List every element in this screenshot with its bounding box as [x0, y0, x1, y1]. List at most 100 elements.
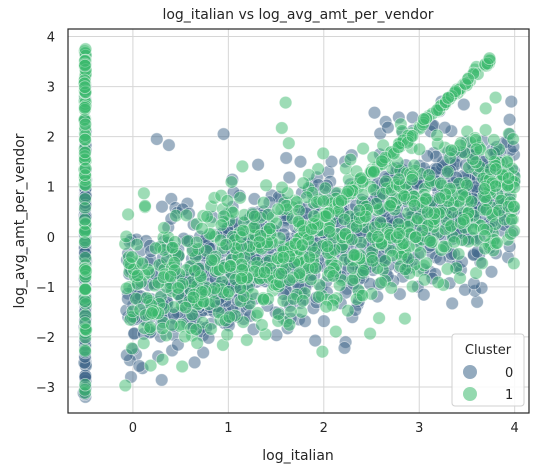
point-cluster-1 [417, 112, 431, 126]
point-cluster-1 [405, 279, 420, 294]
point-cluster-1 [316, 146, 330, 161]
point-cluster-1 [220, 194, 235, 208]
legend-label-1: 1 [505, 388, 513, 403]
point-cluster-1 [190, 336, 204, 350]
x-tick-label: 0 [129, 421, 137, 436]
point-cluster-1 [78, 201, 92, 215]
point-cluster-1 [441, 164, 455, 179]
point-cluster-1 [347, 248, 362, 262]
point-cluster-1 [304, 272, 318, 287]
y-tick-label: 1 [47, 181, 55, 196]
point-cluster-1 [456, 213, 471, 227]
point-cluster-1 [251, 306, 265, 320]
point-cluster-0 [445, 296, 459, 311]
point-cluster-1 [320, 239, 335, 254]
point-cluster-1 [121, 207, 135, 222]
point-cluster-1 [392, 172, 406, 186]
point-cluster-1 [278, 95, 293, 110]
point-cluster-1 [78, 145, 92, 160]
point-cluster-1 [171, 281, 185, 295]
point-cluster-1 [78, 117, 93, 132]
point-cluster-0 [317, 314, 331, 328]
point-cluster-1 [296, 294, 310, 308]
point-cluster-0 [504, 94, 519, 109]
point-cluster-1 [316, 194, 331, 208]
point-cluster-1 [413, 246, 428, 260]
point-cluster-1 [507, 224, 521, 238]
point-cluster-1 [214, 218, 229, 232]
x-axis-label: log_italian [262, 448, 334, 464]
point-cluster-1 [447, 235, 461, 249]
point-cluster-1 [143, 358, 158, 373]
legend-marker-0 [463, 365, 477, 379]
point-cluster-1 [257, 265, 272, 280]
point-cluster-1 [357, 264, 371, 278]
point-cluster-1 [125, 341, 139, 356]
y-tick-label: −1 [36, 281, 55, 296]
point-cluster-1 [489, 162, 503, 176]
point-cluster-1 [307, 209, 321, 223]
point-cluster-1 [78, 378, 92, 392]
point-cluster-1 [341, 184, 355, 198]
point-cluster-1 [343, 152, 358, 167]
point-cluster-1 [422, 168, 436, 182]
point-cluster-1 [366, 254, 380, 268]
legend: Cluster 0 1 [451, 333, 525, 407]
point-cluster-1 [383, 199, 397, 213]
point-cluster-1 [334, 193, 349, 208]
point-cluster-1 [78, 42, 93, 56]
point-cluster-0 [381, 120, 395, 135]
point-cluster-1 [433, 191, 447, 205]
point-cluster-0 [367, 105, 382, 120]
point-cluster-1 [302, 250, 317, 264]
point-cluster-1 [256, 292, 271, 307]
point-cluster-1 [479, 203, 493, 217]
point-cluster-1 [292, 266, 307, 280]
point-cluster-1 [461, 72, 475, 86]
plot-frame [67, 28, 530, 414]
point-cluster-1 [188, 264, 202, 278]
point-cluster-1 [78, 344, 92, 358]
point-cluster-1 [332, 278, 347, 293]
point-cluster-1 [204, 322, 218, 336]
point-cluster-1 [507, 256, 521, 271]
point-cluster-1 [478, 123, 493, 137]
point-cluster-1 [398, 311, 412, 326]
point-cluster-1 [275, 121, 289, 135]
point-cluster-1 [479, 101, 493, 116]
point-cluster-1 [219, 237, 233, 252]
point-cluster-1 [255, 318, 269, 332]
point-cluster-1 [263, 221, 277, 236]
point-cluster-0 [150, 132, 164, 146]
point-cluster-1 [282, 136, 296, 150]
point-cluster-1 [284, 304, 298, 319]
point-cluster-1 [401, 251, 415, 265]
point-cluster-0 [279, 151, 293, 165]
y-tick-label: 0 [47, 231, 55, 246]
point-cluster-1 [179, 208, 194, 223]
point-cluster-1 [319, 300, 333, 314]
point-cluster-1 [180, 234, 195, 248]
point-cluster-1 [464, 194, 479, 209]
legend-title: Cluster [465, 343, 512, 358]
point-cluster-1 [484, 147, 498, 162]
point-cluster-1 [256, 195, 271, 210]
point-cluster-1 [419, 256, 434, 270]
point-cluster-1 [78, 316, 92, 330]
point-cluster-1 [222, 310, 237, 324]
y-axis-label: log_avg_amt_per_vendor [12, 133, 28, 308]
point-cluster-1 [220, 327, 234, 342]
point-cluster-1 [155, 352, 170, 367]
point-cluster-0 [196, 345, 210, 360]
point-cluster-1 [186, 290, 201, 305]
point-cluster-1 [137, 186, 151, 201]
point-cluster-1 [329, 324, 343, 339]
point-cluster-1 [373, 215, 388, 230]
point-cluster-1 [411, 211, 425, 226]
point-cluster-0 [470, 295, 484, 309]
point-cluster-1 [337, 212, 352, 227]
point-cluster-1 [78, 132, 92, 147]
point-cluster-1 [405, 172, 419, 187]
x-tick-label: 1 [224, 421, 232, 436]
point-cluster-1 [223, 259, 238, 273]
